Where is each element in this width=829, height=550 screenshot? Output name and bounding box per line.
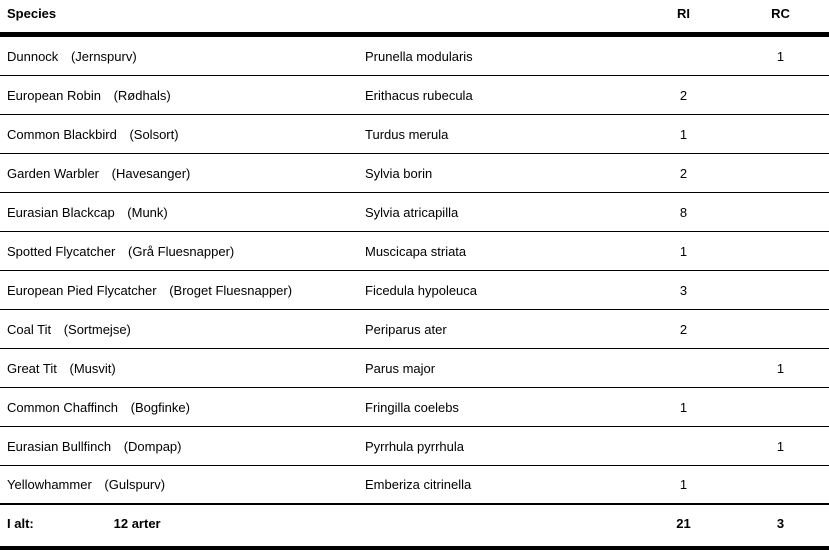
species-scientific-name: Ficedula hypoleuca — [365, 282, 478, 298]
scientific-name-cell: Pyrrhula pyrrhula — [358, 439, 635, 454]
species-cell: European Pied Flycatcher (Broget Fluesna… — [0, 283, 358, 298]
ri-value: 1 — [679, 399, 688, 415]
table-header: Species RI RC — [0, 0, 829, 37]
species-common-name: Common Blackbird — [7, 126, 117, 142]
species-common-name: Coal Tit — [7, 321, 52, 337]
species-danish-name: (Grå Fluesnapper) — [128, 243, 235, 259]
species-common-name: European Robin — [7, 87, 101, 103]
scientific-name-cell: Prunella modularis — [358, 49, 635, 64]
species-scientific-name: Muscicapa striata — [365, 243, 467, 259]
species-danish-name: (Solsort) — [129, 126, 179, 142]
table-row: Eurasian Bullfinch (Dompap) Pyrrhula pyr… — [0, 427, 829, 466]
table-row: Eurasian Blackcap (Munk) Sylvia atricapi… — [0, 193, 829, 232]
species-scientific-name: Emberiza citrinella — [365, 477, 472, 492]
scientific-name-cell: Periparus ater — [358, 322, 635, 337]
table-bottom-rule — [0, 546, 829, 550]
scientific-name-cell: Turdus merula — [358, 127, 635, 142]
species-danish-name: (Havesanger) — [111, 165, 191, 181]
species-danish-name: (Gulspurv) — [104, 477, 166, 492]
total-cell: I alt: 12 arter — [0, 516, 358, 531]
species-common-name: Eurasian Blackcap — [7, 204, 115, 220]
table-row: Common Chaffinch (Bogfinke) Fringilla co… — [0, 388, 829, 427]
table-row: Spotted Flycatcher (Grå Fluesnapper) Mus… — [0, 232, 829, 271]
table-body: Dunnock (Jernspurv) Prunella modularis 1… — [0, 37, 829, 505]
species-common-name: Great Tit — [7, 360, 57, 376]
ri-value: 8 — [679, 204, 688, 220]
ri-value: 2 — [679, 87, 688, 103]
species-danish-name: (Dompap) — [123, 438, 182, 454]
species-cell: Garden Warbler (Havesanger) — [0, 166, 358, 181]
total-label: I alt: — [7, 515, 34, 531]
scientific-name-cell: Erithacus rubecula — [358, 88, 635, 103]
ri-value: 2 — [679, 321, 688, 337]
species-scientific-name: Pyrrhula pyrrhula — [365, 438, 464, 454]
scientific-name-cell: Sylvia atricapilla — [358, 205, 635, 220]
species-common-name: Yellowhammer — [7, 477, 92, 492]
total-rc-value: 3 — [776, 515, 785, 531]
ri-value: 1 — [679, 477, 688, 492]
species-scientific-name: Periparus ater — [365, 321, 447, 337]
species-common-name: Dunnock — [7, 48, 59, 64]
table-row: Great Tit (Musvit) Parus major 1 — [0, 349, 829, 388]
table-row: European Pied Flycatcher (Broget Fluesna… — [0, 271, 829, 310]
species-danish-name: (Musvit) — [69, 360, 116, 376]
ri-value: 1 — [679, 243, 688, 259]
scientific-name-cell: Parus major — [358, 361, 635, 376]
species-scientific-name: Prunella modularis — [365, 48, 473, 64]
species-cell: Great Tit (Musvit) — [0, 361, 358, 376]
species-cell: Eurasian Bullfinch (Dompap) — [0, 439, 358, 454]
total-ri-value: 21 — [676, 515, 691, 531]
species-cell: Common Chaffinch (Bogfinke) — [0, 400, 358, 415]
total-species-count: 12 arter — [113, 515, 161, 531]
column-header-species: Species — [7, 6, 57, 21]
species-scientific-name: Sylvia borin — [365, 165, 433, 181]
rc-value: 1 — [776, 48, 785, 64]
scientific-name-cell: Ficedula hypoleuca — [358, 283, 635, 298]
rc-value: 1 — [776, 438, 785, 454]
table-row: Coal Tit (Sortmejse) Periparus ater 2 — [0, 310, 829, 349]
species-scientific-name: Turdus merula — [365, 126, 449, 142]
species-scientific-name: Sylvia atricapilla — [365, 204, 459, 220]
species-common-name: Eurasian Bullfinch — [7, 438, 112, 454]
species-cell: Yellowhammer (Gulspurv) — [0, 477, 358, 492]
ri-value: 2 — [679, 165, 688, 181]
column-header-rc: RC — [771, 6, 790, 21]
table-row: Dunnock (Jernspurv) Prunella modularis 1 — [0, 37, 829, 76]
table-row: European Robin (Rødhals) Erithacus rubec… — [0, 76, 829, 115]
species-common-name: Spotted Flycatcher — [7, 243, 116, 259]
species-cell: Dunnock (Jernspurv) — [0, 49, 358, 64]
species-scientific-name: Erithacus rubecula — [365, 87, 473, 103]
species-danish-name: (Sortmejse) — [63, 321, 131, 337]
species-danish-name: (Rødhals) — [113, 87, 171, 103]
species-common-name: Garden Warbler — [7, 165, 99, 181]
species-cell: European Robin (Rødhals) — [0, 88, 358, 103]
ri-value: 3 — [679, 282, 688, 298]
table-row: Yellowhammer (Gulspurv) Emberiza citrine… — [0, 466, 829, 505]
species-common-name: European Pied Flycatcher — [7, 282, 157, 298]
species-danish-name: (Munk) — [127, 204, 168, 220]
species-scientific-name: Fringilla coelebs — [365, 399, 459, 415]
species-cell: Eurasian Blackcap (Munk) — [0, 205, 358, 220]
scientific-name-cell: Emberiza citrinella — [358, 477, 635, 492]
column-header-ri: RI — [677, 6, 690, 21]
table-total-row: I alt: 12 arter 21 3 — [0, 505, 829, 541]
scientific-name-cell: Fringilla coelebs — [358, 400, 635, 415]
species-cell: Spotted Flycatcher (Grå Fluesnapper) — [0, 244, 358, 259]
scientific-name-cell: Sylvia borin — [358, 166, 635, 181]
ri-value: 1 — [679, 126, 688, 142]
species-common-name: Common Chaffinch — [7, 399, 119, 415]
species-danish-name: (Broget Fluesnapper) — [169, 282, 293, 298]
rc-value: 1 — [776, 360, 785, 376]
species-danish-name: (Jernspurv) — [70, 48, 137, 64]
table-row: Garden Warbler (Havesanger) Sylvia borin… — [0, 154, 829, 193]
species-cell: Coal Tit (Sortmejse) — [0, 322, 358, 337]
species-scientific-name: Parus major — [365, 360, 436, 376]
species-danish-name: (Bogfinke) — [130, 399, 190, 415]
species-cell: Common Blackbird (Solsort) — [0, 127, 358, 142]
scientific-name-cell: Muscicapa striata — [358, 244, 635, 259]
table-row: Common Blackbird (Solsort) Turdus merula… — [0, 115, 829, 154]
